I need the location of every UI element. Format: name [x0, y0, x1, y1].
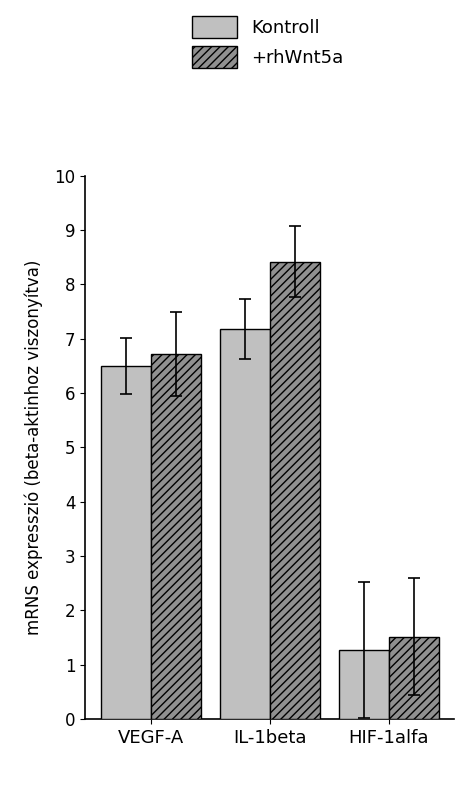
Bar — [339, 650, 389, 719]
Bar — [101, 366, 150, 719]
Bar — [150, 354, 201, 719]
Legend: Kontroll, +rhWnt5a: Kontroll, +rhWnt5a — [186, 11, 349, 73]
Y-axis label: mRNS expresszió (beta-aktinhoz viszonyítva): mRNS expresszió (beta-aktinhoz viszonyít… — [25, 260, 43, 635]
Bar — [389, 637, 438, 719]
Bar — [270, 261, 320, 719]
Bar — [219, 329, 270, 719]
